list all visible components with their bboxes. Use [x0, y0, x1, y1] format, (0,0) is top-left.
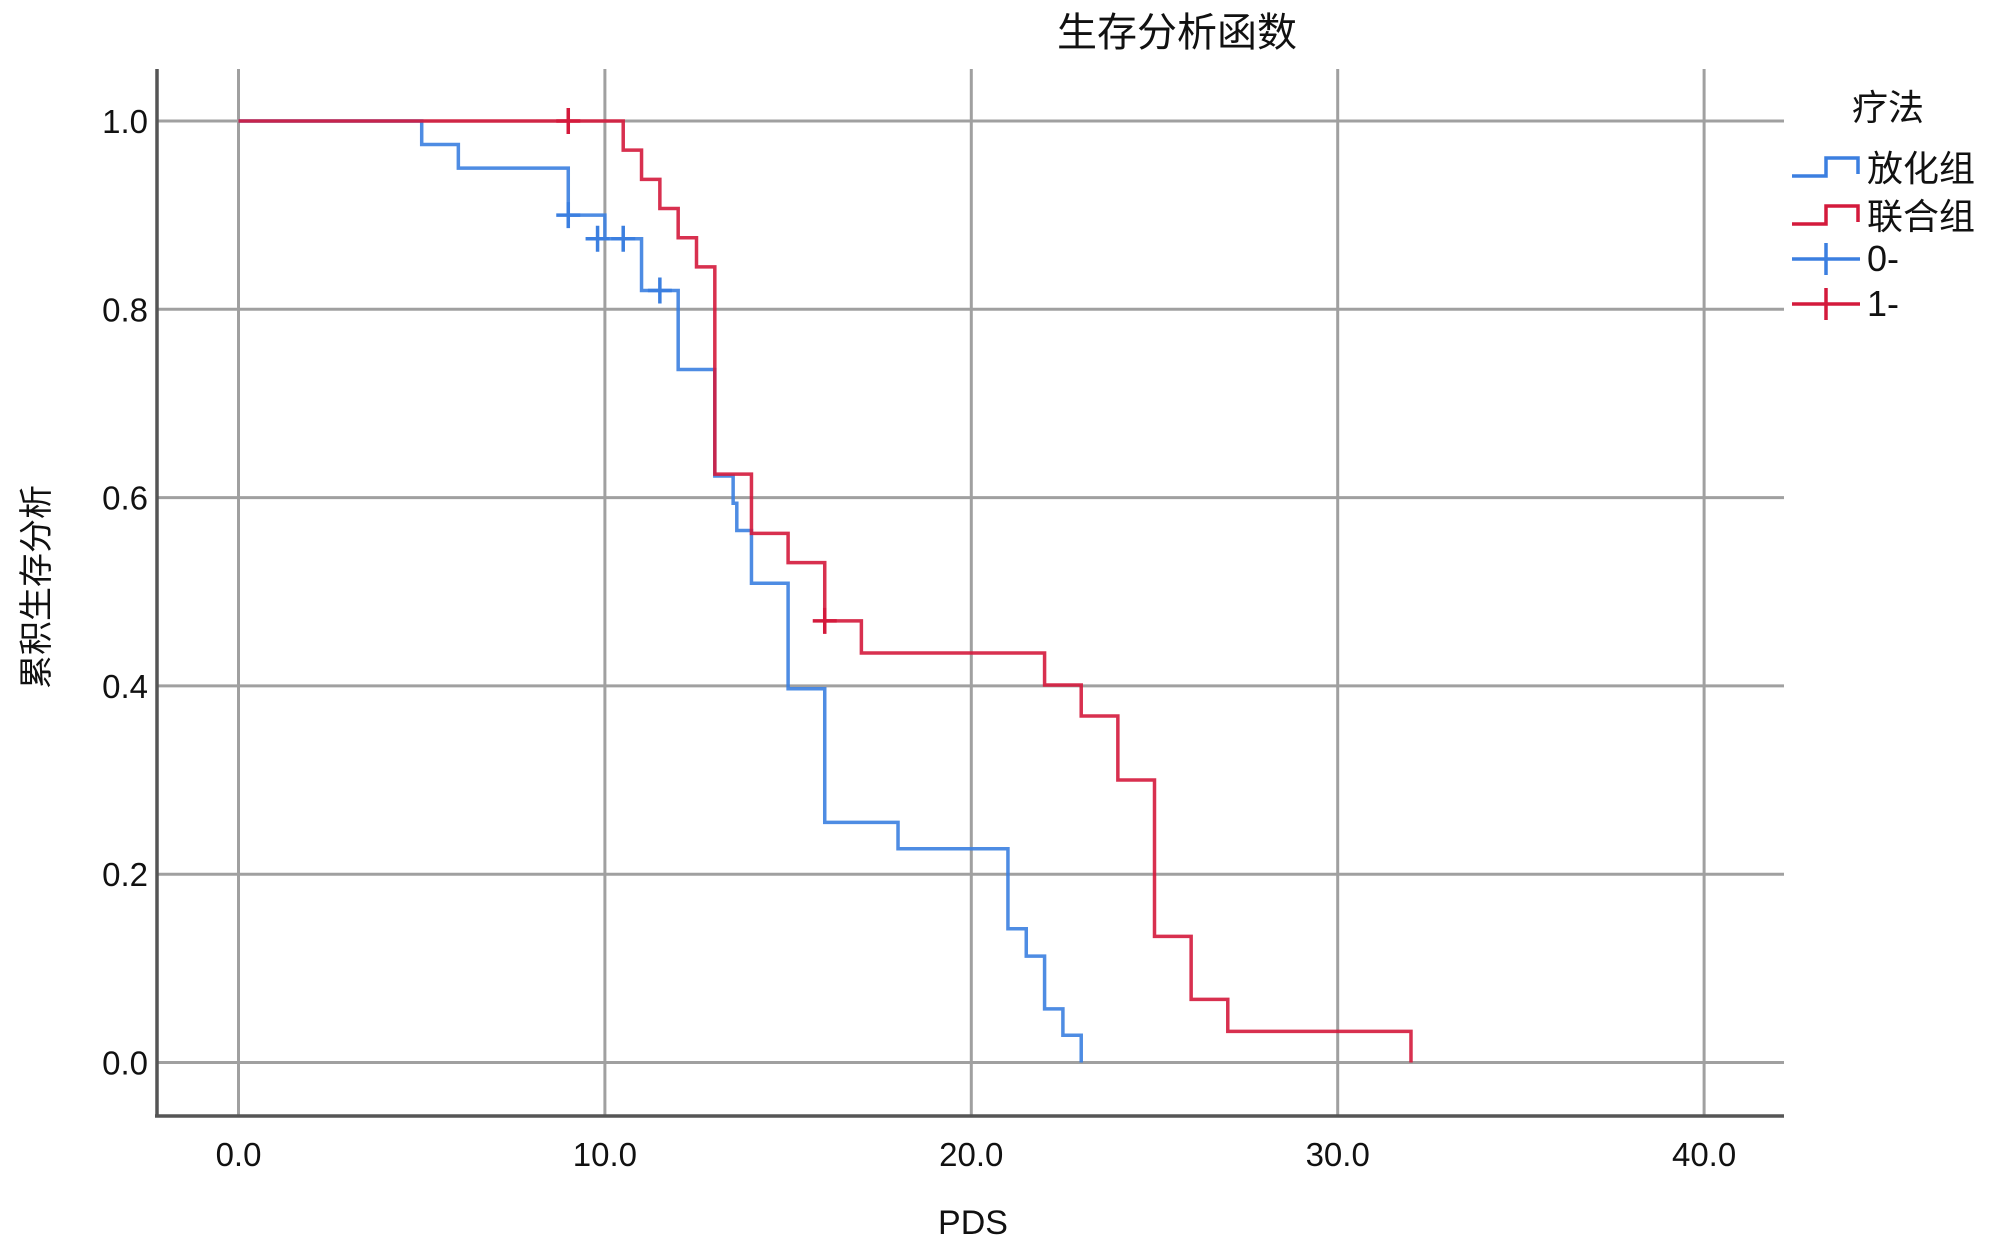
y-tick-label: 1.0 — [102, 103, 148, 140]
legend-step-icon — [1792, 156, 1860, 178]
axes — [155, 69, 1784, 1118]
censor-mark — [585, 225, 610, 252]
y-tick-label: 0.6 — [102, 480, 148, 517]
y-tick-label: 0.2 — [102, 856, 148, 893]
x-tick-label: 0.0 — [216, 1136, 262, 1173]
censor-mark — [556, 202, 581, 229]
censor-mark — [647, 277, 672, 304]
censor-mark — [556, 108, 581, 134]
legend-censor-icon — [1792, 243, 1860, 275]
y-tick-label: 0.0 — [102, 1045, 148, 1082]
y-tick-labels: 0.0 0.2 0.4 0.6 0.8 1.0 — [102, 103, 148, 1082]
x-tick-labels: 0.0 10.0 20.0 30.0 40.0 — [216, 1136, 1737, 1173]
censor-mark — [812, 607, 837, 634]
x-tick-label: 20.0 — [939, 1136, 1003, 1173]
legend-label: 0- — [1867, 238, 1899, 279]
x-tick-label: 40.0 — [1672, 1136, 1736, 1173]
x-axis-label: PDS — [938, 1204, 1008, 1242]
legend-label: 1- — [1867, 283, 1899, 324]
legend-label: 联合组 — [1867, 196, 1975, 237]
censor-mark — [611, 225, 636, 252]
x-tick-label: 10.0 — [573, 1136, 637, 1173]
series-group — [238, 108, 1413, 1063]
legend-title: 疗法 — [1852, 87, 1924, 128]
chart-title: 生存分析函数 — [1057, 11, 1297, 55]
legend-label: 放化组 — [1867, 148, 1975, 189]
y-tick-label: 0.8 — [102, 291, 148, 328]
x-tick-label: 30.0 — [1306, 1136, 1370, 1173]
y-tick-label: 0.4 — [102, 668, 148, 705]
legend-step-icon — [1792, 204, 1860, 226]
survival-curve-0 — [238, 119, 1083, 1063]
survival-curve-1 — [238, 119, 1413, 1063]
grid — [157, 69, 1784, 1116]
legend-censor-icon — [1792, 288, 1860, 320]
y-axis-label: 累积生存分析 — [18, 485, 56, 689]
